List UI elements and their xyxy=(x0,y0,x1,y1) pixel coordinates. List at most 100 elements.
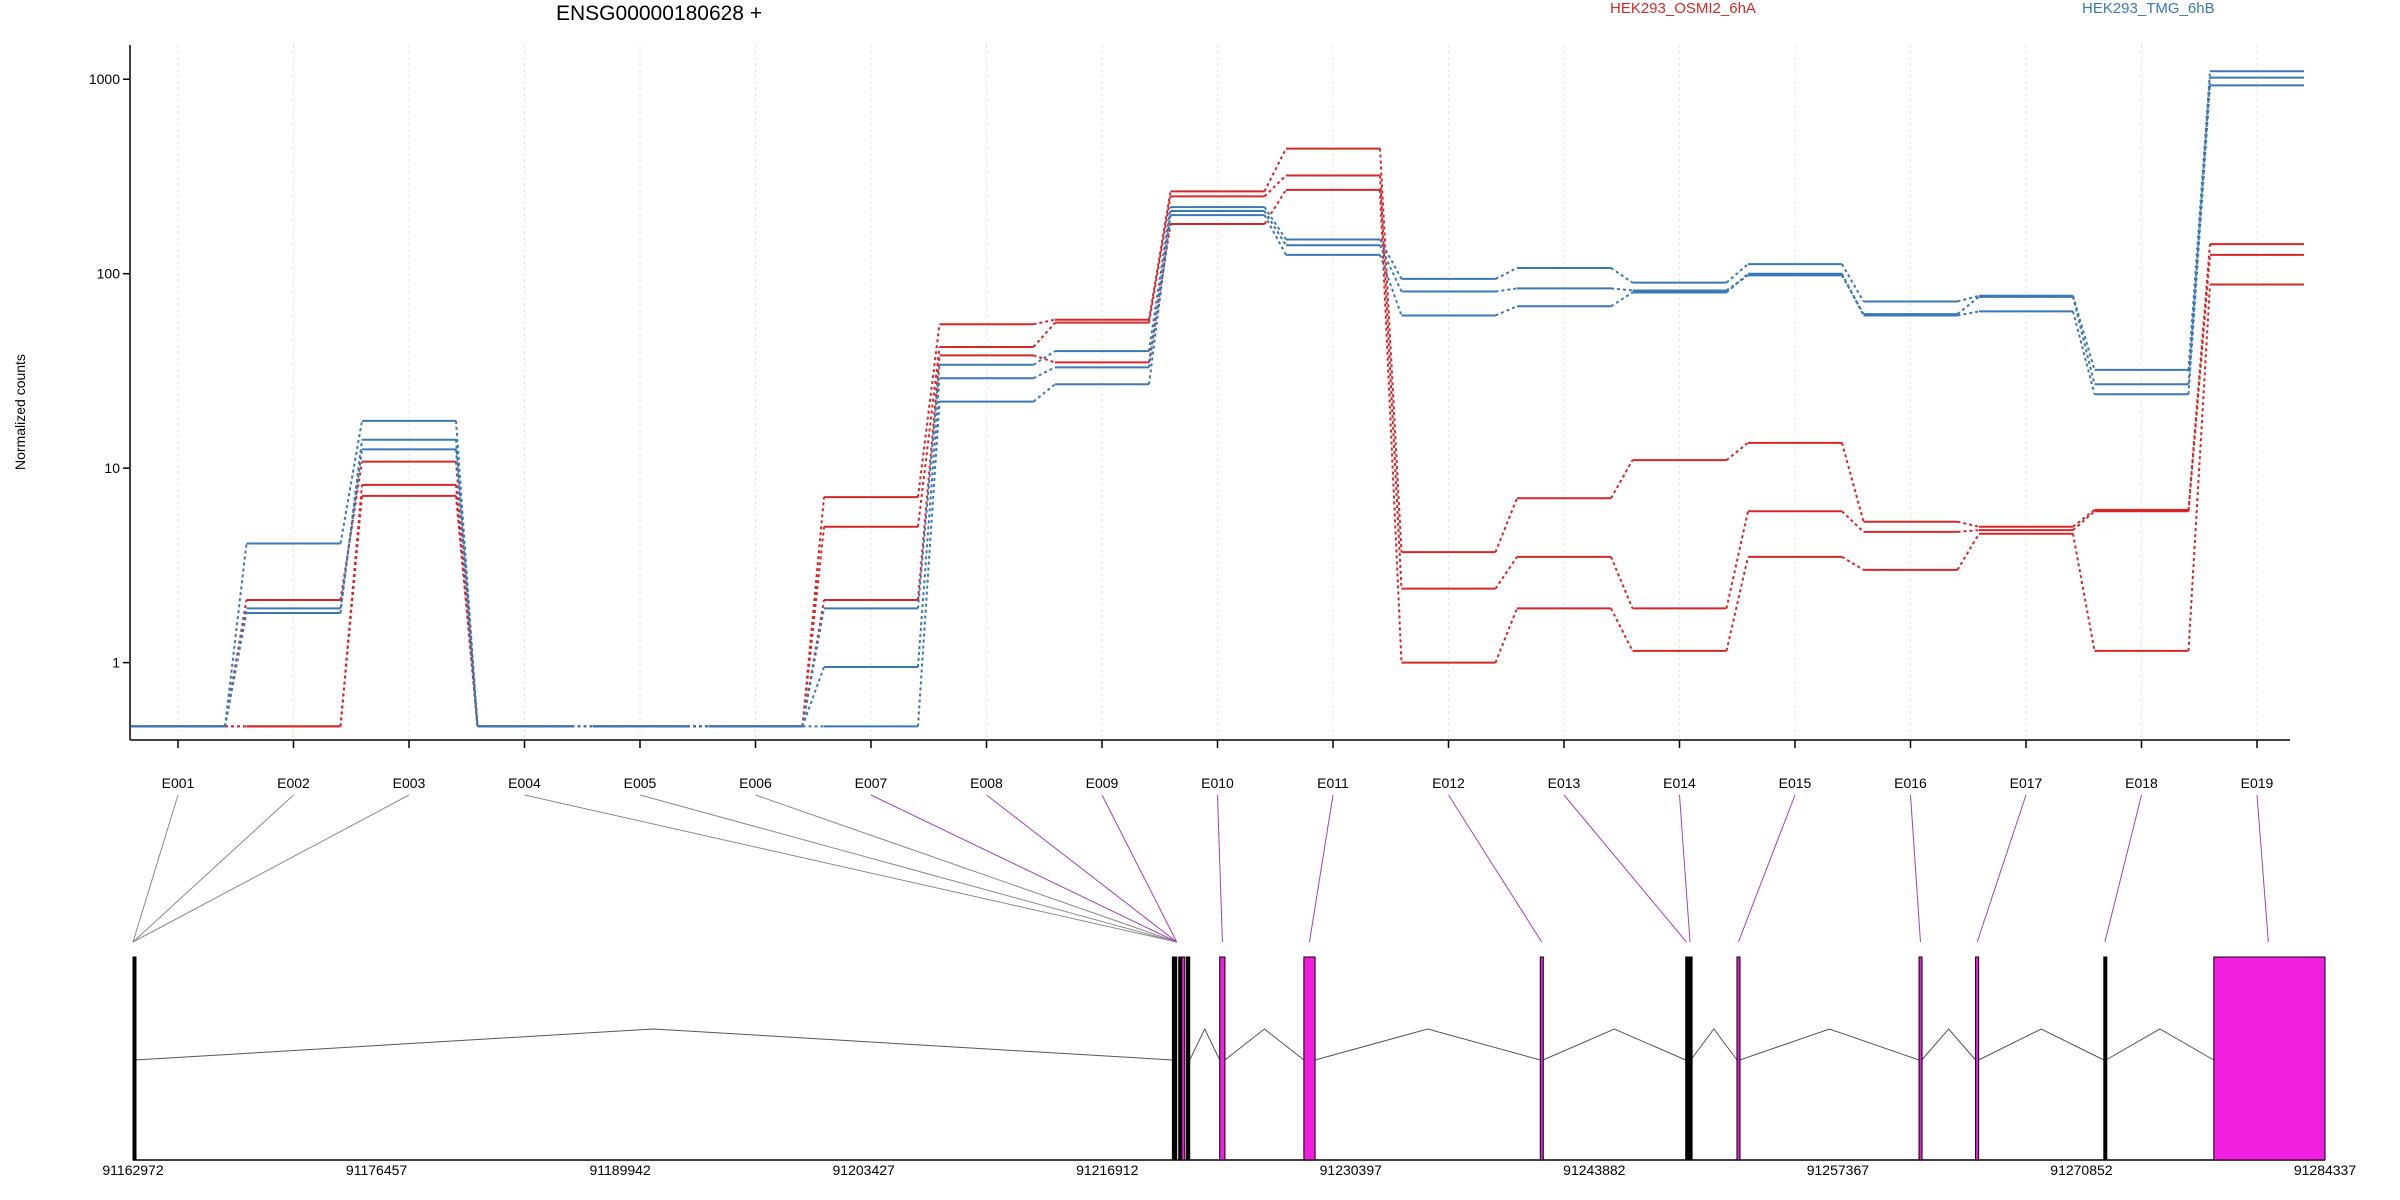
exon-1 xyxy=(1171,956,1178,1161)
x-tick-label-E017: E017 xyxy=(2010,775,2043,791)
intron-6 xyxy=(1314,1028,1541,1061)
coord-label-3: 91203427 xyxy=(833,1162,896,1178)
exon-3 xyxy=(1181,956,1186,1161)
series-5-connector-1 xyxy=(339,449,363,609)
series-4-connector-5 xyxy=(801,666,825,727)
coord-label-1: 91176457 xyxy=(346,1162,407,1178)
series-5-connector-11 xyxy=(1495,305,1518,317)
bin-link-E017 xyxy=(1976,794,2027,943)
series-5-connector-10 xyxy=(1379,254,1403,316)
x-tick-label-E004: E004 xyxy=(508,775,541,791)
series-0-connector-16 xyxy=(2072,509,2096,528)
series-1-connector-12 xyxy=(1610,556,1634,609)
exon-10 xyxy=(1736,956,1741,1161)
series-5-connector-7 xyxy=(1032,383,1056,403)
y-tick-label-1: 1 xyxy=(112,655,120,671)
series-3-connector-8 xyxy=(1148,206,1172,352)
series-0-connector-12 xyxy=(1610,459,1634,499)
series-2-connector-2 xyxy=(455,484,479,727)
bin-link-E018 xyxy=(2104,794,2142,943)
exon-0 xyxy=(132,956,137,1161)
series-0-connector-11 xyxy=(1494,497,1518,553)
series-5-connector-8 xyxy=(1148,215,1172,385)
series-0-connector-15 xyxy=(1957,520,1980,528)
series-2-connector-14 xyxy=(1841,555,1865,571)
intron-12 xyxy=(1978,1028,2105,1061)
bin-link-E005 xyxy=(639,794,1177,943)
coord-label-5: 91230397 xyxy=(1320,1162,1383,1178)
series-2-connector-10 xyxy=(1379,189,1403,663)
series-3-connector-13 xyxy=(1725,263,1749,284)
series-5-connector-12 xyxy=(1610,291,1634,308)
series-2-connector-17 xyxy=(2187,284,2211,651)
bin-link-E016 xyxy=(1910,794,1921,943)
series-4-connector-10 xyxy=(1379,244,1403,292)
series-1-connector-13 xyxy=(1725,511,1749,609)
bin-link-E001 xyxy=(132,794,179,943)
exon-14 xyxy=(2213,956,2326,1161)
bin-link-E010 xyxy=(1217,794,1223,943)
exon-5 xyxy=(1219,956,1226,1161)
bin-link-E003 xyxy=(132,794,410,943)
x-tick-label-E016: E016 xyxy=(1894,775,1927,791)
series-4-connector-11 xyxy=(1495,287,1518,293)
bin-link-E014 xyxy=(1679,794,1691,943)
exon-9 xyxy=(1688,956,1693,1161)
series-1-connector-11 xyxy=(1494,556,1518,590)
series-3-connector-5 xyxy=(801,608,825,727)
x-tick-label-E002: E002 xyxy=(277,775,310,791)
series-5-connector-14 xyxy=(1841,273,1865,316)
x-tick-label-E011: E011 xyxy=(1317,775,1349,791)
series-2-connector-13 xyxy=(1725,556,1749,652)
series-0-connector-5 xyxy=(801,496,825,727)
x-tick-label-E005: E005 xyxy=(624,775,657,791)
x-tick-label-E013: E013 xyxy=(1548,775,1581,791)
series-3-connector-16 xyxy=(2072,295,2096,371)
bin-link-E019 xyxy=(2256,794,2269,943)
series-4-connector-6 xyxy=(917,378,941,668)
series-3-connector-9 xyxy=(1263,206,1287,241)
exon-7 xyxy=(1539,956,1544,1161)
series-3-connector-1 xyxy=(339,420,363,544)
intron-13 xyxy=(2105,1028,2215,1061)
x-tick-label-E018: E018 xyxy=(2125,775,2158,791)
series-5-connector-17 xyxy=(2187,85,2211,395)
series-3-connector-6 xyxy=(917,364,941,609)
series-2-connector-1 xyxy=(339,484,363,727)
exon-6 xyxy=(1303,956,1316,1161)
y-tick-label-100: 100 xyxy=(97,266,121,282)
x-tick-label-E019: E019 xyxy=(2241,775,2274,791)
bin-link-E015 xyxy=(1737,794,1796,943)
series-3-connector-0 xyxy=(224,543,248,727)
intron-11 xyxy=(1921,1028,1976,1061)
series-0-connector-13 xyxy=(1725,442,1749,461)
coord-label-8: 91270852 xyxy=(2050,1162,2113,1178)
intron-10 xyxy=(1739,1028,1920,1061)
y-tick-label-1000: 1000 xyxy=(89,71,120,87)
series-5-connector-6 xyxy=(917,401,941,727)
exon-8 xyxy=(1685,956,1690,1161)
y-tick-label-10: 10 xyxy=(104,460,120,476)
legend-osmi2: HEK293_OSMI2_6hA xyxy=(1610,0,1756,17)
bin-link-E002 xyxy=(132,794,294,943)
bin-link-E004 xyxy=(524,794,1177,943)
series-2-connector-9 xyxy=(1263,189,1287,225)
series-1-connector-1 xyxy=(339,461,363,601)
exon-13 xyxy=(2103,956,2108,1161)
series-5-connector-2 xyxy=(455,449,479,727)
series-5-connector-16 xyxy=(2072,311,2096,395)
series-0-connector-7 xyxy=(1033,318,1056,326)
x-tick-label-E001: E001 xyxy=(162,775,195,791)
series-0-connector-10 xyxy=(1379,148,1403,553)
coord-label-2: 91189942 xyxy=(589,1162,650,1178)
series-4-connector-8 xyxy=(1148,210,1172,368)
series-1-connector-15 xyxy=(1957,529,1980,533)
intron-4 xyxy=(1189,1027,1221,1061)
bin-link-E012 xyxy=(1448,794,1543,943)
x-tick-label-E010: E010 xyxy=(1201,775,1234,791)
series-1-connector-16 xyxy=(2072,510,2096,531)
series-2-connector-12 xyxy=(1610,607,1634,652)
coord-label-9: 91284337 xyxy=(2294,1162,2357,1178)
